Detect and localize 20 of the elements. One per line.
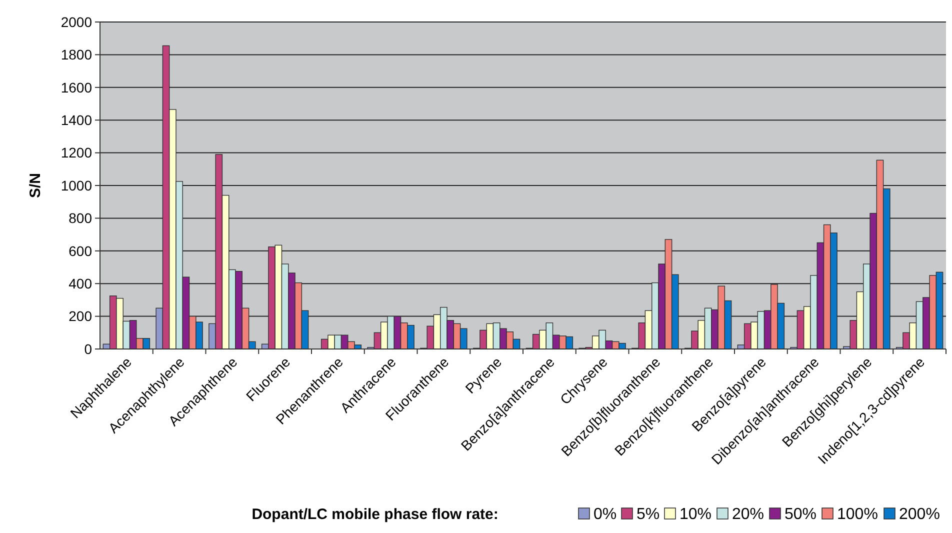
legend-label: 200% [899, 506, 940, 523]
y-tick-label: 800 [68, 210, 92, 226]
legend-title: Dopant/LC mobile phase flow rate: [252, 506, 498, 523]
y-tick-label: 200 [68, 308, 92, 324]
y-tick-label: 1200 [60, 144, 92, 161]
y-tick-label: 2000 [60, 14, 92, 30]
y-tick-label: 1600 [60, 79, 92, 96]
y-tick-label: 1400 [60, 112, 92, 128]
y-tick-label: 0 [84, 340, 92, 357]
legend-label: 100% [837, 506, 878, 523]
legend-label: 0% [594, 506, 617, 523]
y-axis-title: S/N [27, 172, 44, 198]
y-tick-label: 1800 [60, 46, 92, 63]
legend-label: 10% [680, 506, 712, 523]
legend-label: 5% [636, 506, 660, 523]
legend-label: 20% [732, 506, 764, 523]
legend-label: 50% [784, 506, 817, 523]
y-tick-label: 400 [68, 276, 92, 292]
y-tick-label: 600 [68, 242, 92, 259]
y-tick-label: 1000 [60, 177, 92, 194]
